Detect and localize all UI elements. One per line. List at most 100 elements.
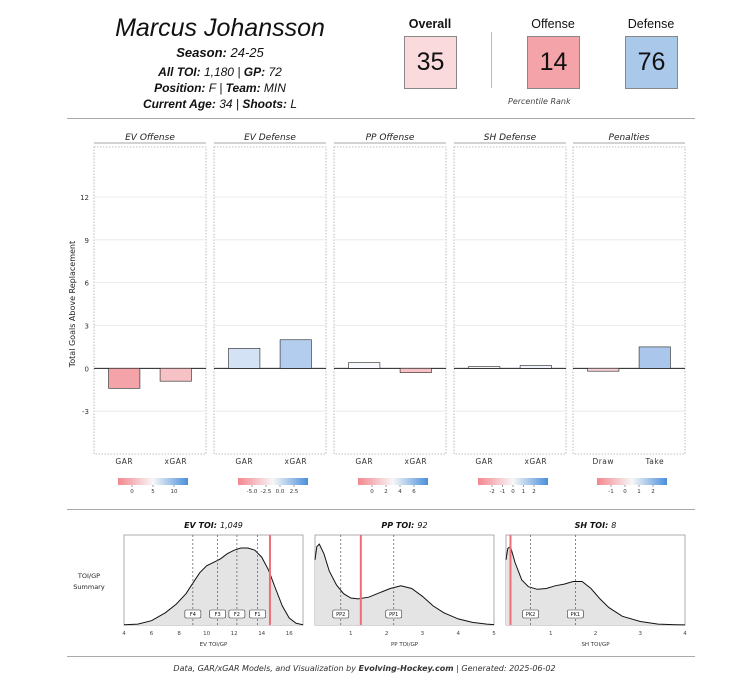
x-tick-label: xGAR xyxy=(524,457,547,466)
season-value: 24-25 xyxy=(230,45,264,60)
percentile-label: F4 xyxy=(190,612,196,618)
bar-draw xyxy=(587,368,620,372)
density-curve xyxy=(314,543,495,626)
x-tick-label: 16 xyxy=(286,631,293,637)
facet-title: Penalties xyxy=(609,133,650,143)
footer-prefix: Data, GAR/xGAR Models, and Visualization… xyxy=(173,664,359,673)
facet-panel xyxy=(453,146,567,455)
bar-xgar xyxy=(159,368,192,382)
percentile-label: PP1 xyxy=(389,612,398,618)
footer-suffix: | Generated: 2025-06-02 xyxy=(453,664,556,673)
x-tick-label: 1 xyxy=(549,631,553,637)
team-value: MIN xyxy=(263,81,286,95)
toi-line: All TOI: 1,180 | GP: 72 xyxy=(158,65,282,79)
density-title-label: EV TOI xyxy=(184,521,214,530)
overall-score-box: 35 xyxy=(404,36,457,89)
density-title-colon: : xyxy=(214,521,217,530)
position-value: F xyxy=(208,81,216,95)
legend-tick-label: -1 xyxy=(500,489,505,495)
facet-pp-offense: PP Offense GAR xGAR 0 2 4 6 xyxy=(333,133,447,495)
overall-label: Overall xyxy=(408,17,452,31)
offense-score-box: 14 xyxy=(527,36,580,89)
x-tick-label: 12 xyxy=(231,631,238,637)
bar-gar xyxy=(468,366,501,369)
y-tick-label: 6 xyxy=(85,280,90,288)
facet-penalties: Penalties Draw Take -1 0 1 2 xyxy=(572,133,686,495)
percentile-label-box xyxy=(228,609,246,619)
x-tick-label: 4 xyxy=(122,631,126,637)
legend-tick-label: -2.5 xyxy=(261,489,272,495)
y-tick-label: -3 xyxy=(82,408,89,416)
x-tick-label: 6 xyxy=(150,631,154,637)
density-title: EV TOI: 1,049 xyxy=(184,521,243,530)
density-title-value: 8 xyxy=(611,521,616,530)
y-tick-label: 12 xyxy=(80,194,89,202)
y-tick-label: 9 xyxy=(85,237,89,245)
facet-title: EV Defense xyxy=(244,133,296,143)
density-title-colon: : xyxy=(605,521,608,530)
season-label: Season xyxy=(176,45,223,60)
facet-panel xyxy=(572,146,686,455)
age-label: Current Age xyxy=(142,97,212,111)
density-curve xyxy=(123,547,304,626)
x-axis-label: SH TOI/GP xyxy=(581,642,610,648)
density-area xyxy=(315,544,494,625)
percentile-label-box xyxy=(567,609,584,619)
legend-color-bar xyxy=(597,478,667,485)
gp-label: GP xyxy=(243,65,262,79)
age-line: Current Age: 34 | Shoots: L xyxy=(142,97,298,111)
facet-panel xyxy=(93,146,207,455)
percentile-label-box xyxy=(249,609,266,619)
defense-score-box: 76 xyxy=(625,36,678,89)
density-ev-toi: EV TOI: 1,049 F4 F3 F2 F1 4 6 8 10 12 14 16 EV TOI/GP xyxy=(122,521,304,648)
x-tick-label: GAR xyxy=(115,457,133,466)
legend-tick-label: -5.0 xyxy=(247,489,258,495)
bar-gar xyxy=(108,368,141,389)
header-divider xyxy=(67,118,695,119)
ratings-divider xyxy=(491,32,492,88)
x-tick-label: 2 xyxy=(594,631,598,637)
summary-label-line1: TOI/GP xyxy=(77,572,100,580)
facet-ev-offense: EV Offense GAR xGAR 0 5 10 xyxy=(93,133,207,495)
season-line: Season: 24-25 xyxy=(176,45,264,60)
legend-tick-label: 2 xyxy=(532,489,536,495)
footer-divider xyxy=(67,656,695,657)
x-axis-label: EV TOI/GP xyxy=(200,642,228,648)
x-tick-label: 4 xyxy=(683,631,687,637)
percentile-label: PK2 xyxy=(526,612,535,618)
facet-panel xyxy=(213,146,327,455)
legend-tick-label: 10 xyxy=(171,489,178,495)
percentile-label: F1 xyxy=(255,612,261,618)
percentile-label-box xyxy=(209,609,226,619)
facet-title: PP Offense xyxy=(366,133,415,143)
legend-tick-label: 0 xyxy=(130,489,134,495)
footer-credits: Data, GAR/xGAR Models, and Visualization… xyxy=(0,664,729,673)
facet-title: EV Offense xyxy=(125,133,175,143)
x-tick-label: Take xyxy=(644,457,664,466)
y-tick-label: 3 xyxy=(85,322,89,330)
percentile-label: F2 xyxy=(234,612,240,618)
legend-tick-label: 2 xyxy=(384,489,388,495)
density-title-colon: : xyxy=(411,521,414,530)
legend-tick-label: 2.5 xyxy=(290,489,299,495)
x-tick-label: GAR xyxy=(235,457,253,466)
percentile-label: PP2 xyxy=(336,612,345,618)
x-tick-label: 14 xyxy=(258,631,265,637)
x-tick-label: xGAR xyxy=(404,457,427,466)
position-label: Position xyxy=(154,81,202,95)
legend-tick-label: 6 xyxy=(412,489,416,495)
x-tick-label: 5 xyxy=(492,631,496,637)
bar-xgar xyxy=(399,368,432,373)
legend-tick-label: 4 xyxy=(398,489,402,495)
bar-xgar xyxy=(279,339,312,369)
density-title-label: SH TOI xyxy=(575,521,606,530)
density-curve xyxy=(505,545,686,626)
density-title-label: PP TOI xyxy=(381,521,411,530)
defense-label: Defense xyxy=(627,17,675,31)
toi-label: All TOI xyxy=(158,65,197,79)
legend-tick-label: -1 xyxy=(608,489,613,495)
gar-bar-chart: Total Goals Above Replacement-3036912EV … xyxy=(68,133,686,495)
legend-tick-label: 2 xyxy=(651,489,655,495)
legend-tick-label: 0.0 xyxy=(276,489,285,495)
summary-label-line2: Summary xyxy=(73,583,105,591)
